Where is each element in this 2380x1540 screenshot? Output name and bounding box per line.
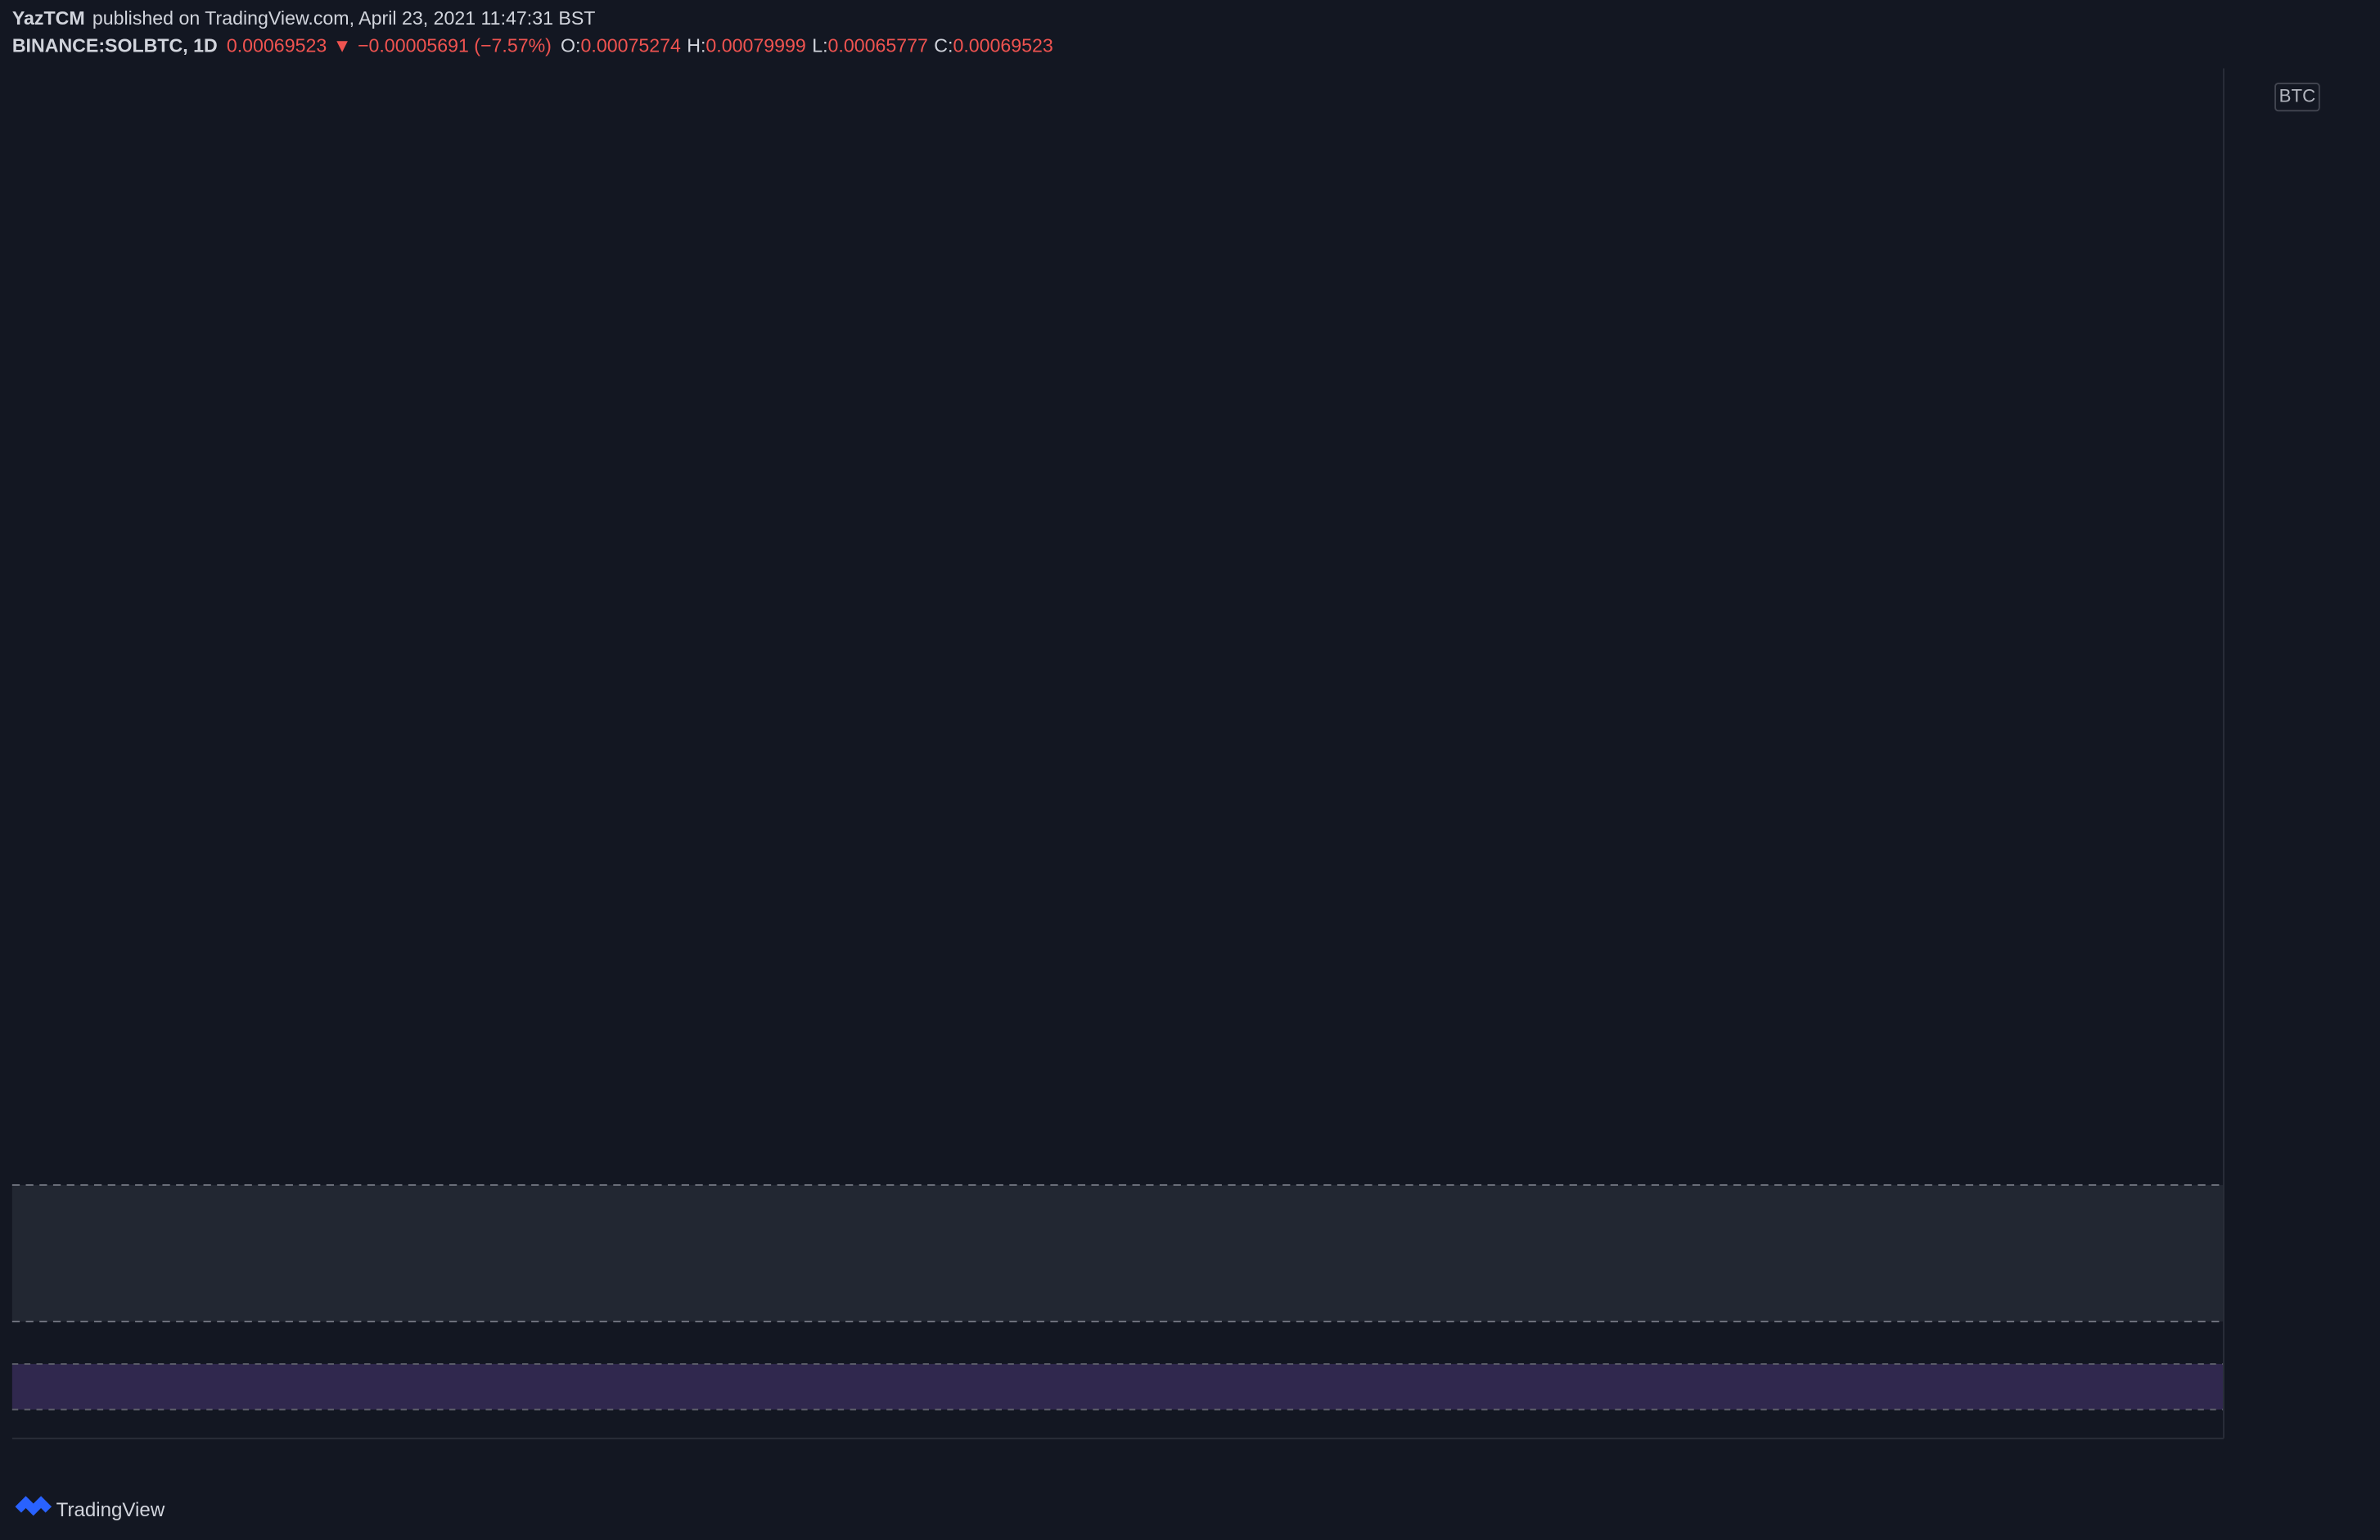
change-arrow: ▼ [333, 35, 352, 56]
ohlc-key: O: [561, 35, 580, 56]
ohlc-key: C: [934, 35, 953, 56]
author: YazTCM [12, 7, 85, 29]
stoch-band [11, 1363, 2224, 1410]
last-price: 0.00069523 [227, 35, 327, 56]
published-info: published on TradingView.com, April 23, … [92, 7, 596, 29]
unit-badge [2274, 83, 2320, 112]
ohlc-value: 0.00069523 [953, 35, 1053, 56]
ohlc-value: 0.00065777 [828, 35, 928, 56]
ohlc-value: 0.00075274 [581, 35, 681, 56]
change: −0.00005691 (−7.57%) [358, 35, 552, 56]
ohlc-key: L: [812, 35, 827, 56]
publish-line: YazTCM published on TradingView.com, Apri… [12, 7, 596, 29]
badges: BTC [2274, 83, 2320, 112]
rsi-band [11, 1185, 2224, 1322]
brand-name: TradingView [56, 1499, 165, 1521]
unit-label: BTC [2279, 86, 2316, 106]
brand-logo [15, 1496, 52, 1516]
ohlc-value: 0.00079999 [705, 35, 805, 56]
symbol: BINANCE:SOLBTC, 1D [12, 35, 218, 56]
ohlc-key: H: [687, 35, 705, 56]
symbol-line: BINANCE:SOLBTC, 1D 0.00069523 ▼ −0.00005691… [12, 35, 1053, 56]
